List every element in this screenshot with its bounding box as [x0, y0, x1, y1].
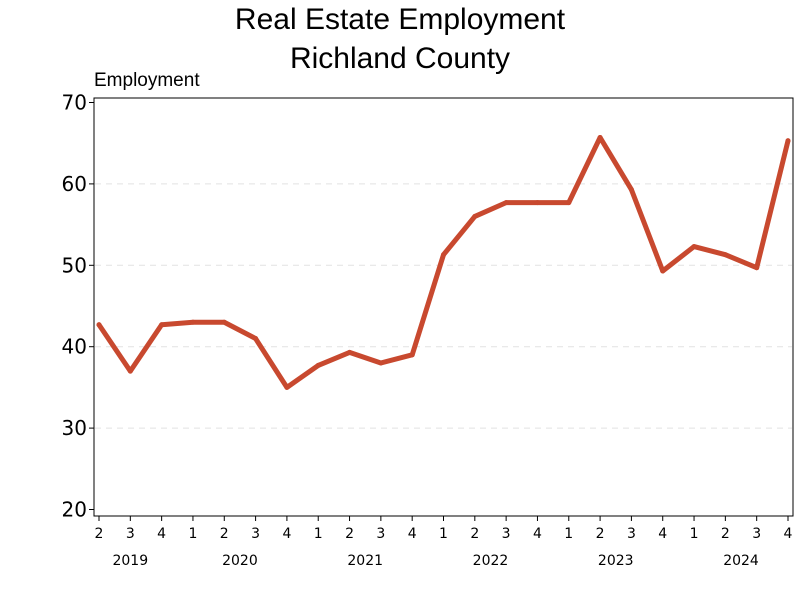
y-axis: 20 30 40 50 60 70: [62, 91, 94, 522]
x-tick-label: 3: [627, 526, 636, 542]
x-tick-label: 4: [784, 526, 793, 542]
x-tick-label: 2: [596, 526, 605, 542]
chart-title-line-2: Richland County: [290, 42, 510, 75]
data-point: [190, 319, 196, 325]
x-tick-label: 1: [564, 526, 573, 542]
data-point: [691, 244, 697, 250]
year-label: 2019: [112, 553, 148, 569]
plot-frame: [93, 97, 794, 517]
data-point: [441, 252, 446, 258]
data-point: [566, 200, 572, 206]
x-tick-label: 2: [95, 526, 104, 542]
x-tick-label: 1: [314, 526, 323, 542]
y-tick-label: 40: [62, 335, 87, 359]
x-tick-label: 4: [658, 526, 667, 542]
year-label: 2024: [723, 553, 759, 569]
y-tick-label: 70: [62, 91, 87, 115]
year-label: 2023: [598, 553, 634, 569]
data-point: [597, 135, 603, 141]
chart-title-line-1: Real Estate Employment: [235, 3, 566, 36]
data-point: [722, 252, 728, 258]
data-point: [660, 268, 666, 274]
x-tick-label: 4: [533, 526, 542, 542]
x-tick-label: 2: [345, 526, 354, 542]
data-point: [127, 368, 133, 374]
x-tick-label: 2: [470, 526, 479, 542]
y-tick-label: 20: [62, 498, 87, 522]
series-group: [96, 135, 791, 390]
x-tick-label: 1: [690, 526, 699, 542]
x-tick-label: 3: [126, 526, 135, 542]
year-label: 2020: [222, 553, 258, 569]
y-tick-label: 50: [62, 253, 87, 277]
x-tick-label: 3: [502, 526, 511, 542]
x-tick-label: 4: [408, 526, 417, 542]
data-point: [347, 349, 353, 355]
series-line: [96, 135, 791, 390]
data-point: [96, 322, 102, 328]
data-point: [409, 352, 415, 358]
data-point: [159, 322, 165, 328]
x-tick-label: 3: [752, 526, 761, 542]
x-tick-label: 4: [282, 526, 291, 542]
x-tick-label: 4: [157, 526, 166, 542]
data-point: [503, 200, 509, 206]
x-tick-label: 2: [220, 526, 229, 542]
y-tick-label: 60: [62, 172, 87, 196]
x-axis: 2 3 4 1 2 3 4 1 2 3 4 1 2 3 4 1 2 3 4 1 2 3 4 2019 2020 2021 2022 2…: [95, 516, 793, 569]
gridlines: [95, 183, 792, 429]
data-point: [472, 213, 478, 219]
x-tick-label: 3: [376, 526, 385, 542]
y-tick-label: 30: [62, 416, 87, 440]
y-axis-label: Employment: [94, 70, 200, 91]
data-point: [378, 360, 384, 366]
x-tick-label: 1: [188, 526, 197, 542]
x-tick-label: 1: [439, 526, 448, 542]
year-label: 2022: [473, 553, 509, 569]
x-tick-label: 2: [721, 526, 730, 542]
data-point: [785, 138, 791, 144]
data-point: [754, 265, 760, 271]
x-tick-label: 3: [251, 526, 260, 542]
data-point: [221, 319, 227, 325]
data-point: [534, 200, 540, 206]
data-point: [628, 187, 634, 193]
data-point: [315, 362, 321, 368]
data-point: [253, 336, 259, 342]
data-point: [284, 384, 290, 390]
year-label: 2021: [347, 553, 383, 569]
